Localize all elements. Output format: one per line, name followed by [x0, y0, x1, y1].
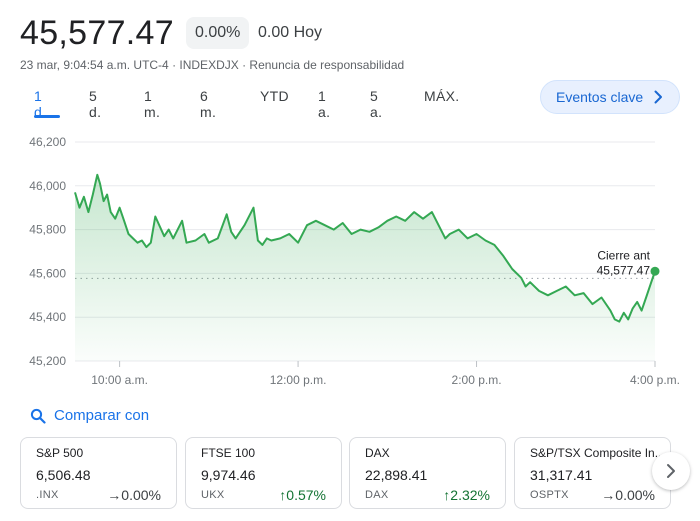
index-card-change: ↑2.32%	[443, 487, 490, 503]
index-card-symbol: DAX	[365, 489, 389, 501]
index-card-dax[interactable]: DAX 22,898.41 DAX ↑2.32%	[349, 437, 506, 509]
chevron-right-icon	[667, 464, 675, 478]
x-tick-label: 10:00 a.m.	[91, 373, 148, 387]
tab-range-5d[interactable]: 5 d.	[89, 88, 102, 120]
index-card-sptsx[interactable]: S&P/TSX Composite In... 31,317.41 OSPTX …	[514, 437, 671, 509]
tab-range-ytd[interactable]: YTD	[260, 88, 289, 104]
last-price-dot	[650, 266, 660, 276]
tab-range-1y[interactable]: 1 a.	[318, 88, 331, 120]
quote-meta: 23 mar, 9:04:54 a.m. UTC-4 · INDEXDJX · …	[20, 58, 405, 72]
index-card-ftse100[interactable]: FTSE 100 9,974.46 UKX ↑0.57%	[185, 437, 342, 509]
index-card-sp500[interactable]: S&P 500 6,506.48 .INX →0.00%	[20, 437, 177, 509]
related-indices: S&P 500 6,506.48 .INX →0.00% FTSE 100 9,…	[20, 437, 700, 509]
tab-range-1d[interactable]: 1 d.	[34, 88, 47, 120]
previous-close-value: 45,577.47	[597, 263, 651, 277]
index-card-value: 9,974.46	[201, 467, 256, 483]
tab-range-5y[interactable]: 5 a.	[370, 88, 383, 120]
y-tick-label: 46,000	[29, 179, 66, 193]
y-tick-label: 45,200	[29, 354, 66, 368]
key-events-button[interactable]: Eventos clave	[540, 80, 680, 114]
y-tick-label: 45,400	[29, 310, 66, 324]
compare-label: Comparar con	[54, 407, 150, 424]
index-card-value: 31,317.41	[530, 467, 593, 483]
x-tick-label: 12:00 p.m.	[270, 373, 327, 387]
index-card-symbol: OSPTX	[530, 489, 569, 501]
x-tick-label: 2:00 p.m.	[452, 373, 502, 387]
search-icon	[30, 408, 46, 424]
change-today: 0.00 Hoy	[258, 24, 323, 41]
tab-range-max[interactable]: MÁX.	[424, 88, 460, 104]
price-line	[74, 173, 656, 323]
index-card-value: 6,506.48	[36, 467, 91, 483]
index-price: 45,577.47	[20, 14, 174, 52]
chevron-right-icon	[654, 90, 662, 104]
index-card-name: DAX	[365, 446, 390, 460]
y-tick-label: 46,200	[29, 135, 66, 149]
tab-range-6m[interactable]: 6 m.	[200, 88, 217, 120]
y-tick-label: 45,600	[29, 266, 66, 280]
y-tick-label: 45,800	[29, 223, 66, 237]
x-tick-label: 4:00 p.m.	[630, 373, 680, 387]
index-card-name: S&P 500	[36, 446, 84, 460]
next-cards-button[interactable]	[652, 452, 690, 490]
index-card-symbol: .INX	[36, 489, 59, 501]
price-area	[75, 174, 655, 361]
index-card-name: FTSE 100	[201, 446, 256, 460]
price-chart[interactable]: 46,200 46,000 45,800 45,600 45,400 45,200 10:0…	[0, 130, 700, 392]
tab-range-1m[interactable]: 1 m.	[144, 88, 161, 120]
active-tab-indicator	[34, 115, 60, 118]
change-percent-badge: 0.00%	[186, 17, 250, 49]
index-card-value: 22,898.41	[365, 467, 428, 483]
key-events-label: Eventos clave	[556, 89, 644, 105]
previous-close-title: Cierre ant	[597, 248, 650, 262]
index-card-change: ↑0.57%	[279, 487, 326, 503]
index-card-name: S&P/TSX Composite In...	[530, 446, 665, 460]
index-card-symbol: UKX	[201, 489, 225, 501]
index-card-change: →0.00%	[107, 487, 161, 503]
index-card-change: →0.00%	[601, 487, 655, 503]
